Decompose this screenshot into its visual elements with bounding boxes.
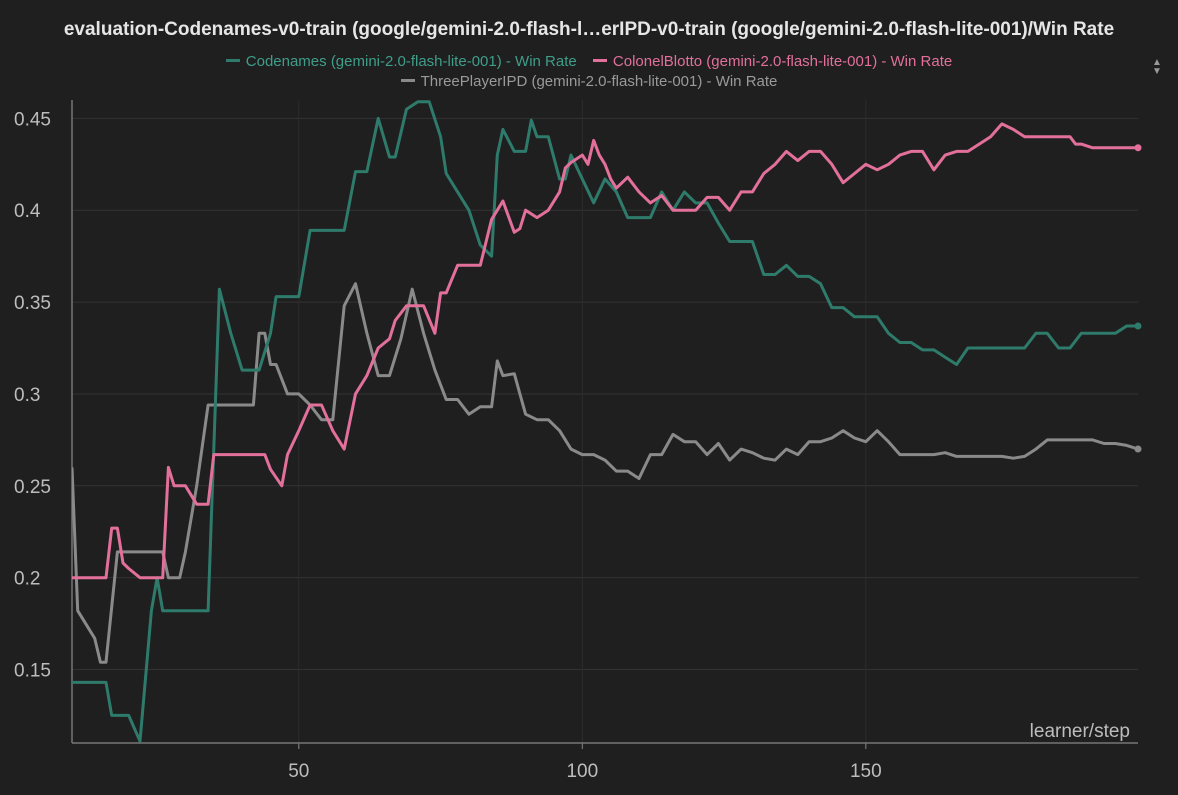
legend-label-colonelblotto: ColonelBlotto (gemini-2.0-flash-lite-001… [612, 53, 953, 70]
series-endpoint-2 [1134, 445, 1142, 453]
chart-title: evaluation-Codenames-v0-train (google/ge… [63, 19, 1115, 40]
legend-item-colonelblotto[interactable]: ColonelBlotto (gemini-2.0-flash-lite-001… [592, 52, 953, 72]
x-tick-label: 150 [850, 761, 882, 782]
series-line-1 [72, 122, 1138, 580]
axes: 0.15 0.2 0.25 0.3 0.35 0.4 0.45 50 100 150 [14, 100, 1138, 782]
y-tick-label: 0.35 [14, 293, 51, 314]
legend-swatch-codenames [225, 58, 240, 62]
y-tick-label: 0.2 [14, 569, 40, 590]
legend-label-codenames: Codenames (gemini-2.0-flash-lite-001) - … [245, 53, 577, 70]
series-line-2 [72, 282, 1138, 664]
y-tick-label: 0.3 [14, 385, 40, 406]
y-tick-label: 0.25 [14, 477, 51, 498]
grid [72, 100, 1138, 743]
x-axis-label: learner/step [1030, 721, 1130, 742]
y-tick-label: 0.4 [14, 201, 41, 222]
x-tick-label: 100 [566, 761, 598, 782]
series-endpoint-1 [1134, 144, 1142, 152]
series-line-0 [72, 100, 1138, 743]
chart-legend: Codenames (gemini-2.0-flash-lite-001) - … [0, 52, 1178, 92]
legend-swatch-colonelblotto [592, 58, 607, 62]
legend-swatch-threeplayeripd [400, 78, 415, 82]
y-tick-label: 0.45 [14, 109, 51, 130]
series-lines [72, 100, 1142, 743]
y-tick-label: 0.15 [14, 661, 51, 682]
series-endpoint-0 [1134, 322, 1142, 330]
legend-label-threeplayeripd: ThreePlayerIPD (gemini-2.0-flash-lite-00… [420, 73, 778, 90]
legend-item-codenames[interactable]: Codenames (gemini-2.0-flash-lite-001) - … [225, 52, 577, 72]
legend-scroll-arrows-icon[interactable]: ▲ ▼ [1152, 57, 1162, 77]
legend-item-threeplayeripd[interactable]: ThreePlayerIPD (gemini-2.0-flash-lite-00… [400, 72, 778, 92]
x-tick-label: 50 [288, 761, 309, 782]
